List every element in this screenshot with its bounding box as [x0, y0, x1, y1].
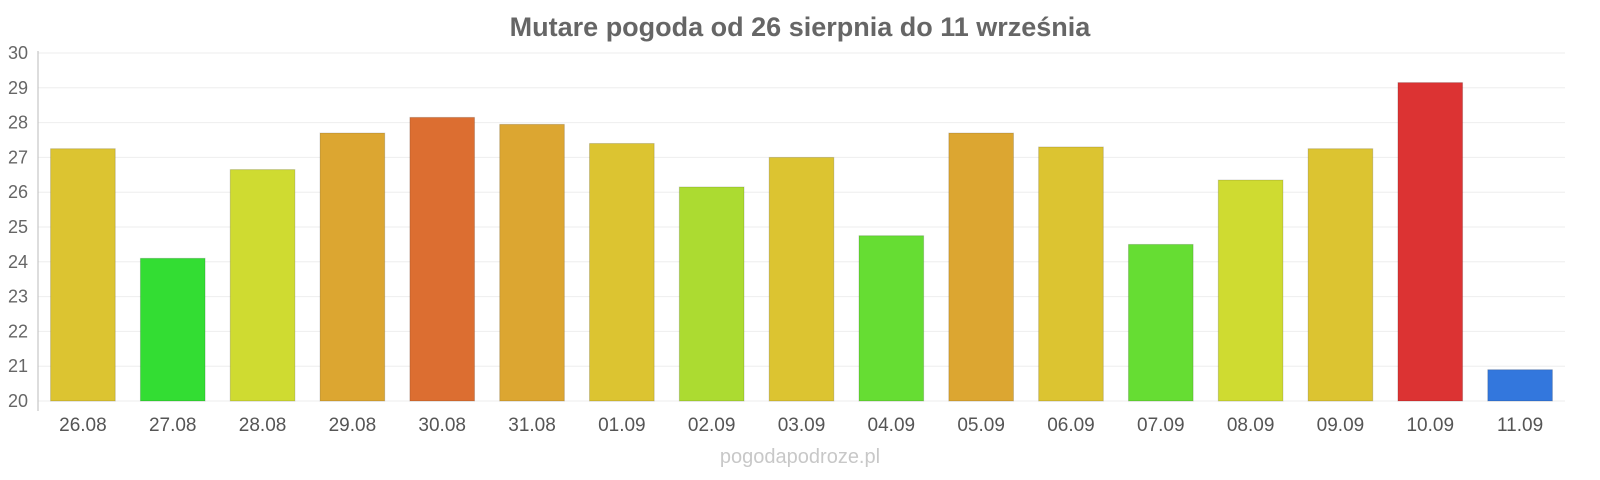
bar-09.09	[1307, 148, 1374, 402]
x-tick-label: 07.09	[1137, 415, 1185, 436]
y-tick-label: 26	[8, 182, 28, 202]
y-tick-label: 28	[8, 113, 28, 133]
bar-07.09	[1127, 243, 1194, 402]
x-axis-ticks: 26.08 27.08 28.08 29.08 30.08 31.08 01.09 02.09…	[59, 415, 1543, 436]
x-tick-label: 06.09	[1047, 415, 1095, 436]
x-tick-label: 11.09	[1497, 415, 1543, 436]
x-tick-label: 26.08	[59, 415, 107, 436]
y-tick-label: 27	[8, 147, 28, 167]
x-tick-label: 28.08	[239, 415, 287, 436]
y-tick-label: 24	[8, 252, 28, 272]
bar-27.08	[139, 257, 206, 402]
x-tick-label: 04.09	[868, 415, 916, 436]
bar-08.09	[1217, 179, 1284, 402]
x-tick-label: 27.08	[149, 415, 197, 436]
y-tick-label: 30	[8, 43, 28, 63]
x-tick-label: 02.09	[688, 415, 736, 436]
bars	[50, 82, 1553, 402]
bar-30.08	[409, 116, 476, 402]
bar-11.09	[1487, 369, 1553, 402]
x-tick-label: 29.08	[329, 415, 377, 436]
bar-10.09	[1397, 82, 1464, 402]
bar-28.08	[229, 169, 296, 402]
x-tick-label: 10.09	[1406, 415, 1454, 436]
bar-01.09	[589, 142, 655, 402]
y-axis-ticks: 20 21 22 23 24 25 26 27 28 29 30	[8, 43, 28, 411]
x-tick-label: 31.08	[508, 415, 556, 436]
y-tick-label: 29	[8, 78, 28, 98]
bar-06.09	[1038, 146, 1104, 402]
y-tick-label: 20	[8, 391, 28, 411]
x-tick-label: 08.09	[1227, 415, 1275, 436]
bar-29.08	[319, 132, 386, 402]
bar-04.09	[858, 235, 925, 402]
y-tick-label: 21	[8, 356, 28, 376]
x-tick-label: 01.09	[598, 415, 646, 436]
bar-02.09	[678, 186, 745, 402]
x-tick-label: 05.09	[957, 415, 1005, 436]
x-tick-label: 30.08	[418, 415, 466, 436]
x-tick-label: 09.09	[1317, 415, 1365, 436]
y-tick-label: 22	[8, 321, 28, 341]
bar-26.08	[50, 148, 116, 402]
y-tick-label: 23	[8, 287, 28, 307]
y-tick-label: 25	[8, 217, 28, 237]
chart-title: Mutare pogoda od 26 sierpnia do 11 wrześ…	[510, 12, 1092, 42]
watermark: pogodapodroze.pl	[720, 446, 880, 468]
bar-31.08	[499, 123, 565, 402]
x-tick-label: 03.09	[778, 415, 826, 436]
bar-03.09	[768, 156, 835, 402]
bar-05.09	[948, 132, 1014, 402]
